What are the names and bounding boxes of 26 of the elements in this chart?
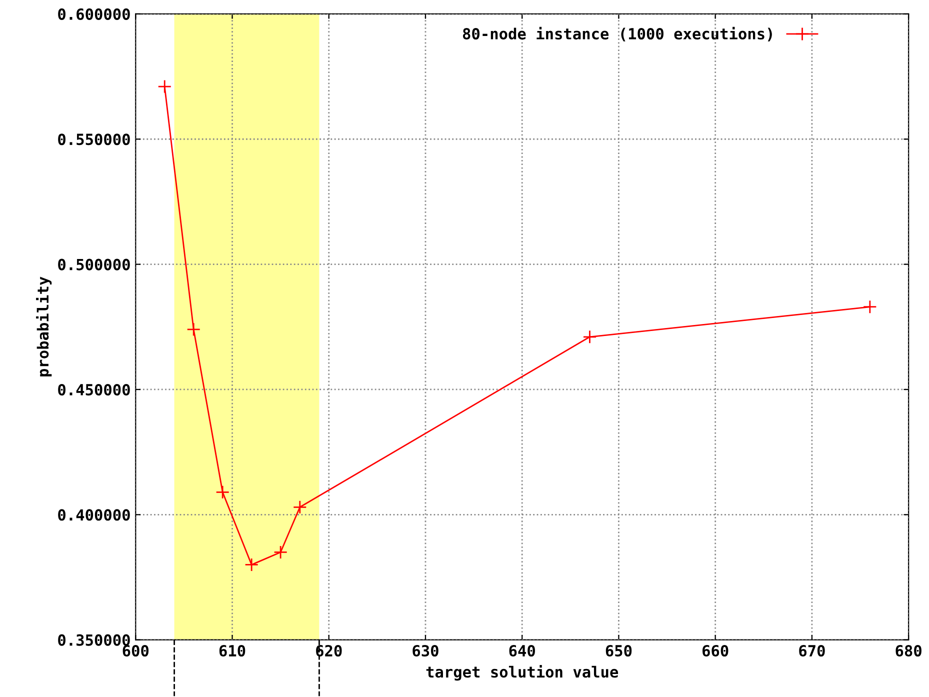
point — [274, 545, 288, 560]
point — [216, 485, 230, 500]
y-tick-label: 0.350000 — [58, 634, 130, 646]
x-axis-title: target solution value — [426, 665, 618, 681]
x-tick-label: 670 — [799, 644, 825, 657]
x-tick-label: 620 — [316, 644, 342, 657]
y-tick-label: 0.500000 — [58, 258, 130, 270]
x-tick-label: 660 — [702, 644, 728, 657]
x-tick-label: 650 — [606, 644, 632, 657]
point — [582, 330, 597, 344]
point — [158, 80, 172, 94]
point — [244, 558, 259, 572]
point — [292, 500, 307, 514]
x-tick-label: 640 — [509, 644, 535, 657]
x-tick-label: 610 — [219, 644, 246, 657]
y-tick-label: 0.400000 — [58, 509, 130, 521]
legend-label: 80-node instance (1000 executions) — [462, 26, 772, 42]
y-tick-label: 0.600000 — [58, 8, 130, 20]
point — [862, 300, 877, 314]
x-tick-label: 680 — [896, 644, 922, 657]
y-axis-title: probability — [36, 276, 52, 376]
x-tick-label: 630 — [412, 644, 438, 657]
point — [186, 322, 201, 336]
x-tick-label: 600 — [122, 644, 149, 657]
y-tick-label: 0.450000 — [58, 384, 130, 396]
y-tick-label: 0.550000 — [58, 134, 130, 146]
